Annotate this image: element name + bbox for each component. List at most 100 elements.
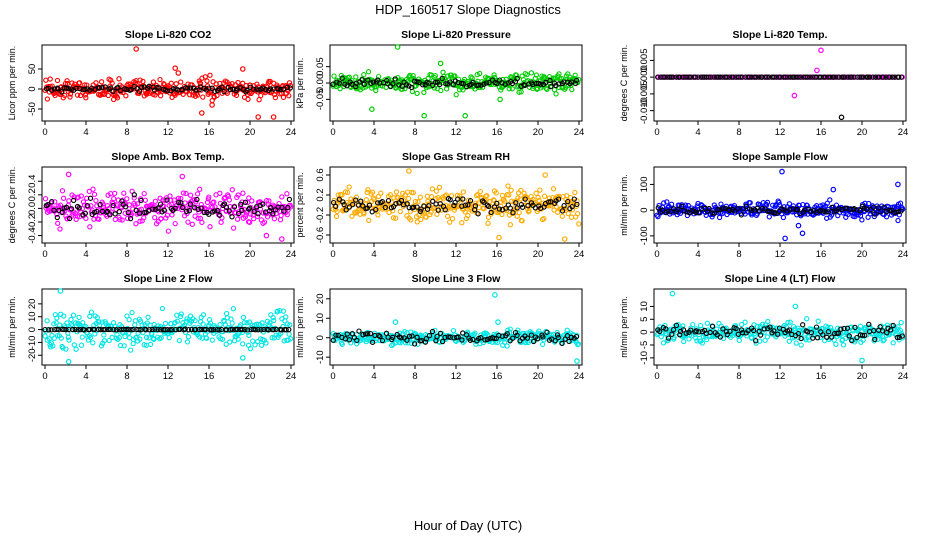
data-point-sample [129,309,135,316]
data-point-reference [706,74,712,80]
data-point-sample [221,195,227,202]
data-point-reference [360,332,366,338]
data-point-sample [361,211,367,217]
panel-4: Slope Gas Stream RH percent per min. 0 4 8 12… [295,151,584,260]
data-point-reference [346,337,353,343]
data-point-sample [62,92,68,99]
data-point-reference [169,327,175,333]
x-tick-label: 0 [654,371,659,382]
data-point-reference [510,335,516,341]
data-point-reference [494,80,500,87]
data-point-sample [106,337,112,344]
data-point-sample [363,197,369,203]
data-point-reference [842,74,848,80]
data-point-sample [137,218,143,224]
data-point-sample [664,199,670,205]
data-point-reference [403,82,410,88]
data-point-reference [59,209,65,216]
data-point-reference [251,208,257,215]
data-point-reference [561,203,567,209]
data-point-sample [274,308,281,314]
x-tick-label: 8 [412,249,417,260]
data-point-reference [149,326,155,333]
data-point-sample [491,72,497,78]
outlier-point [270,114,277,120]
data-point-reference [127,215,134,222]
data-point-reference [568,334,575,340]
data-point-sample [124,196,130,202]
data-point-reference [667,74,673,80]
data-point-reference [808,208,814,214]
data-point-sample [194,92,201,98]
data-point-reference [285,204,291,211]
data-point-reference [655,205,661,211]
data-point-reference [514,205,520,211]
data-point-reference [437,201,443,207]
data-point-reference [110,202,116,209]
data-point-sample [815,318,821,324]
y-tick-label: 0 [27,86,38,91]
data-point-sample [264,214,271,220]
data-point-sample [229,320,235,326]
outlier-point [561,236,568,242]
data-point-sample [515,195,521,201]
data-point-sample [541,215,547,222]
data-point-reference [825,209,831,215]
data-point-reference [130,326,136,333]
data-point-sample [223,208,230,214]
data-point-reference [890,322,896,329]
data-point-reference [899,333,905,339]
data-point-reference [287,85,293,91]
data-point-reference [59,89,65,95]
data-point-reference [829,204,835,211]
outlier-point [65,358,72,365]
outlier-point [240,66,246,72]
data-point-reference [430,198,436,204]
data-point-sample [249,198,255,204]
data-point-reference [496,332,502,339]
data-point-reference [107,212,113,218]
data-point-reference [105,326,111,333]
data-point-reference [462,202,469,208]
data-point-sample [56,205,62,211]
data-point-reference [820,74,827,80]
data-point-sample [859,217,865,223]
data-point-sample [704,336,710,343]
outlier-point [496,234,502,241]
outlier-point [814,67,820,74]
data-point-sample [696,331,702,338]
data-point-sample [890,340,896,346]
data-point-reference [69,326,76,333]
x-tick-label: 8 [736,371,741,382]
data-point-sample [390,215,397,221]
data-point-reference [362,331,369,337]
data-point-sample [528,70,535,76]
data-point-reference [100,326,106,333]
data-point-sample [270,314,276,321]
data-point-reference [367,330,374,337]
data-point-reference [675,206,681,213]
panel-1: Slope Li-820 Pressure kPa per min. 0 4 8 12 16… [295,29,584,138]
data-point-reference [164,197,170,203]
x-tick-label: 12 [163,249,174,260]
data-point-reference [470,79,476,86]
data-point-sample [286,331,292,337]
data-point-reference [737,74,743,80]
data-point-sample [246,219,253,225]
data-point-sample [197,186,203,192]
data-point-reference [708,74,714,80]
data-point-sample [44,318,50,324]
x-tick-label: 20 [533,127,544,138]
outlier-point [240,355,246,361]
data-point-sample [194,191,201,197]
data-point-sample [155,90,161,96]
outlier-point [497,96,503,103]
data-point-sample [776,202,783,208]
data-point-reference [439,338,446,345]
data-point-reference [735,331,741,337]
data-point-reference [877,208,883,215]
data-point-reference [239,326,245,333]
data-point-reference [87,195,94,201]
data-point-sample [410,190,416,196]
data-point-reference [519,204,526,210]
